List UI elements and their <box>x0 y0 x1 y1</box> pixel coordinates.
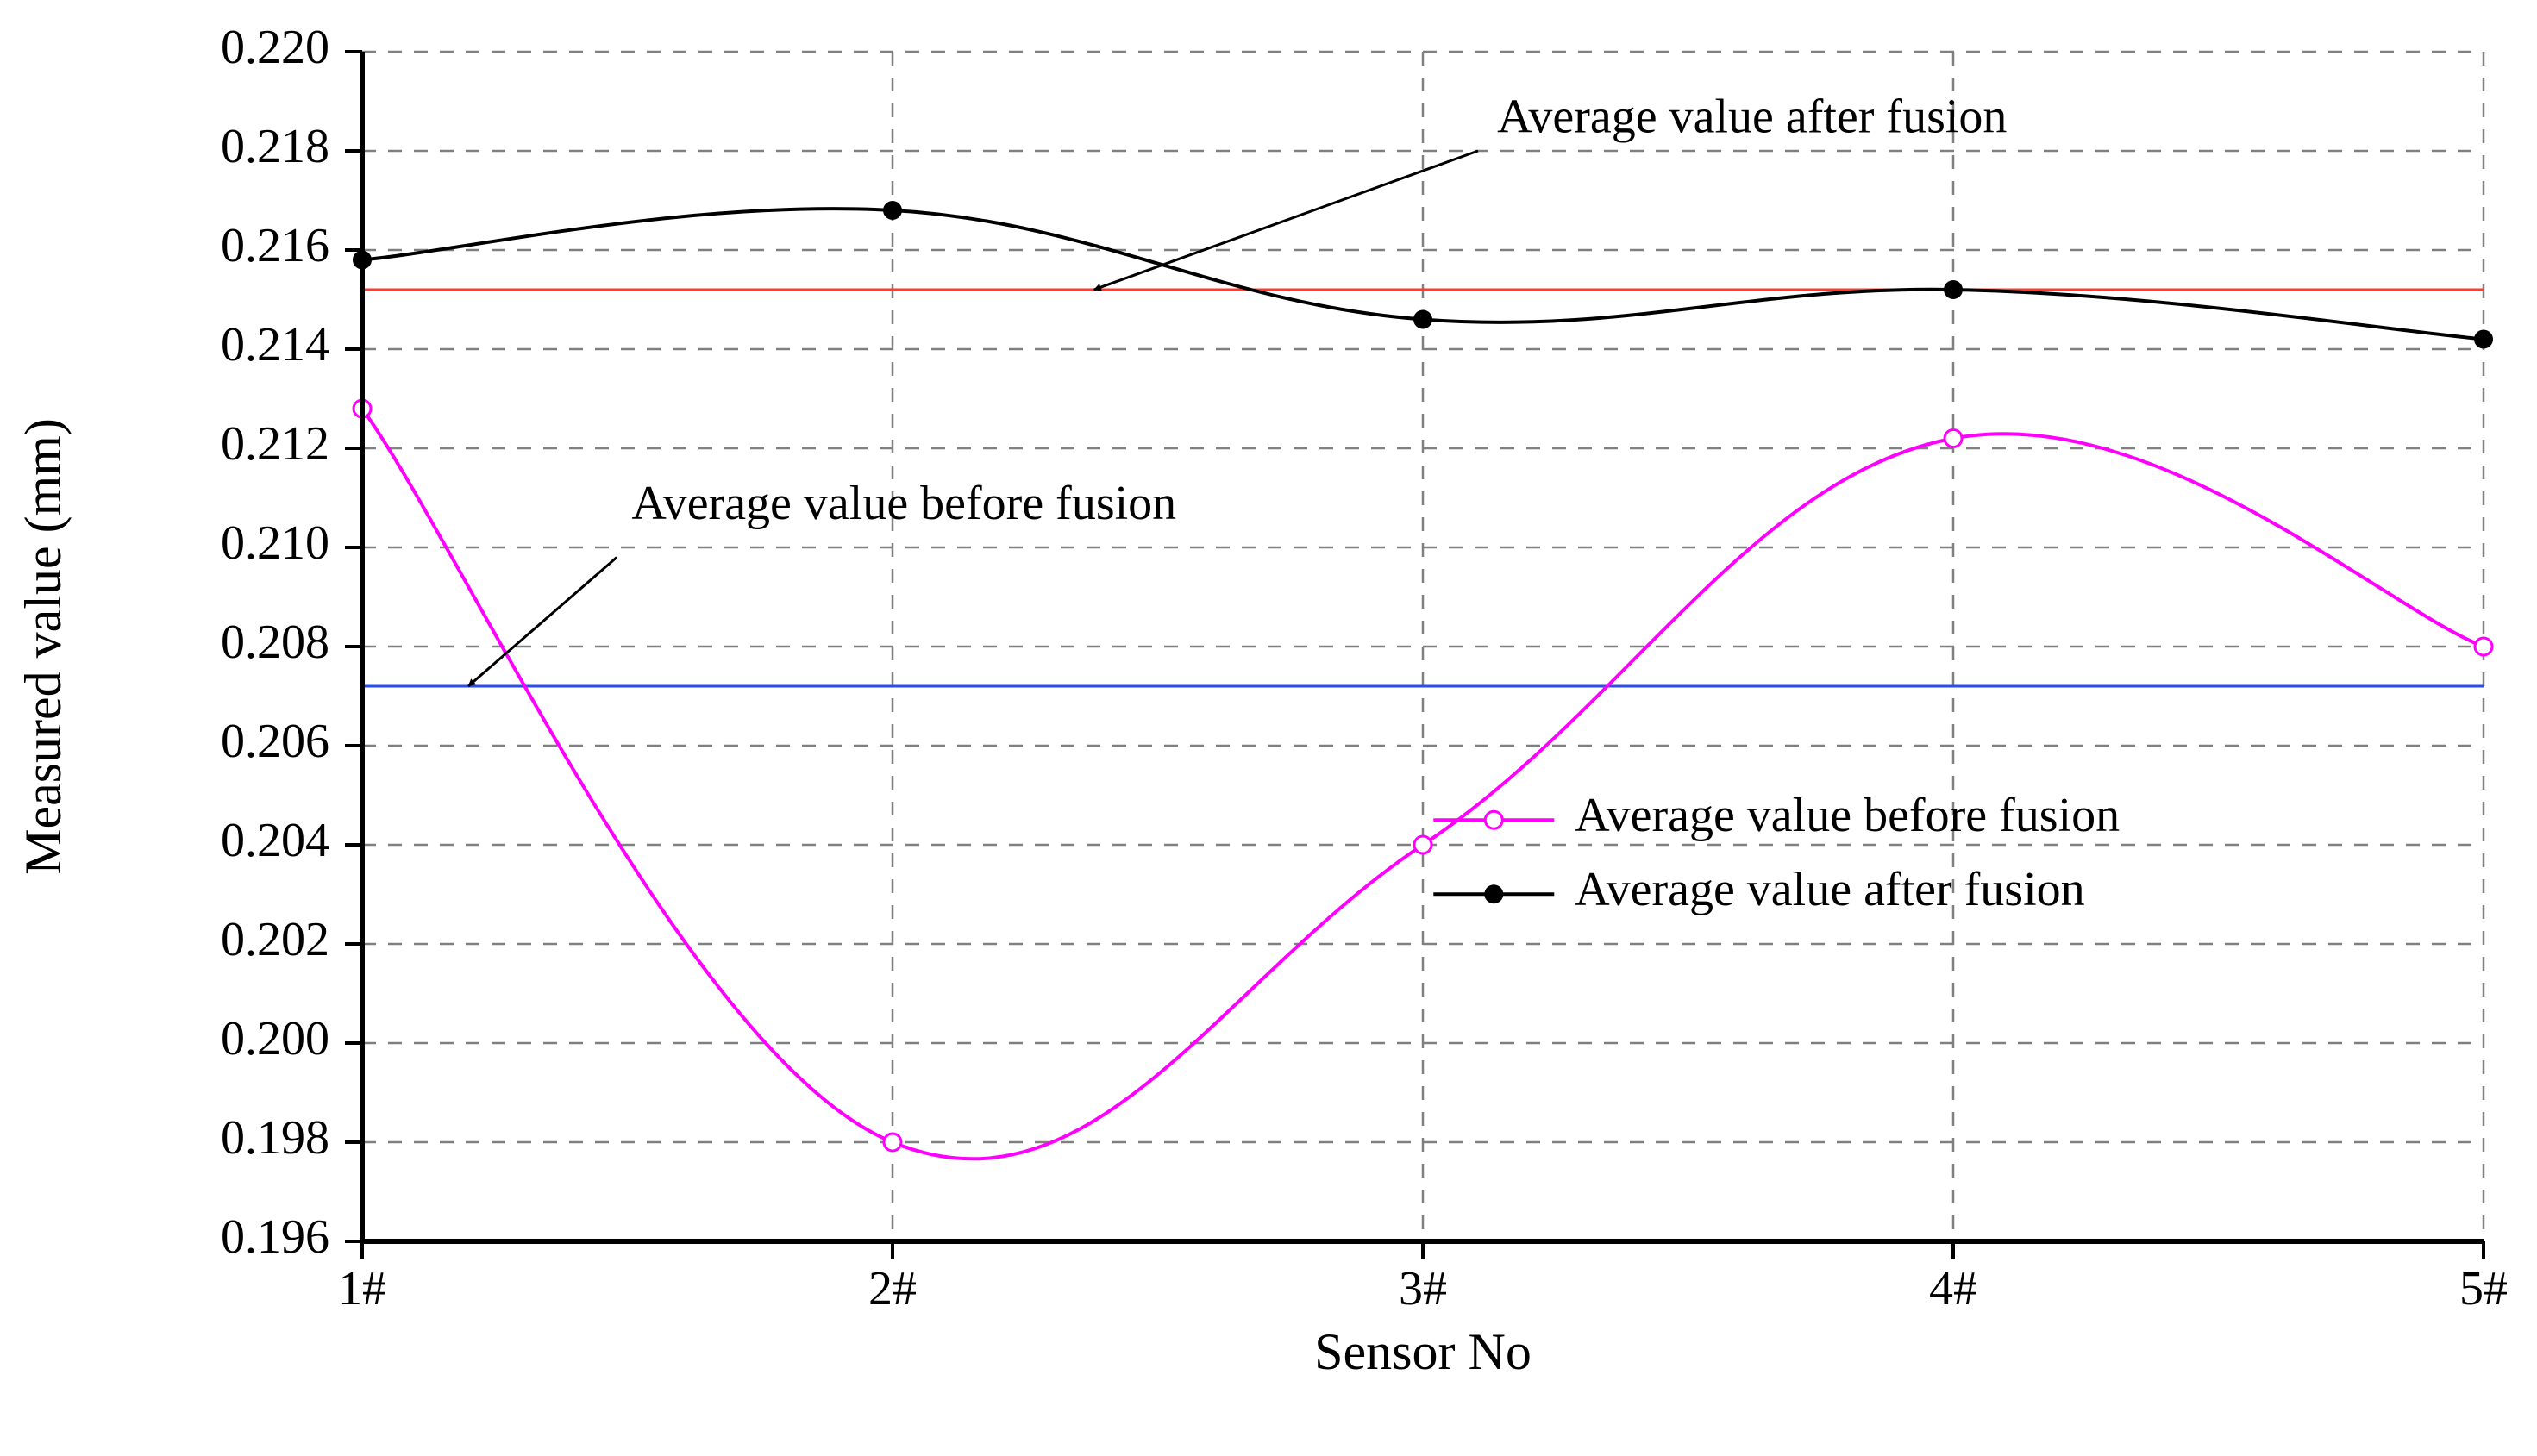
x-tick-label: 5# <box>2459 1262 2508 1315</box>
legend-sample-marker <box>1484 884 1503 903</box>
legend: Average value before fusion Average value… <box>1433 789 2120 916</box>
chart-container: 0.196 0.198 0.200 0.202 0.204 0.206 0.208 0.210… <box>0 0 2537 1456</box>
series-marker-before <box>1945 430 1962 447</box>
y-axis-label: Measured value (mm) <box>15 418 72 875</box>
y-tick-label: 0.200 <box>221 1012 329 1065</box>
series-marker-after <box>1413 310 1432 329</box>
legend-label: Average value before fusion <box>1575 789 2120 842</box>
y-tick-label: 0.202 <box>221 913 329 966</box>
series-marker-before <box>1414 836 1431 853</box>
series-marker-after <box>883 201 902 220</box>
y-tick-label: 0.208 <box>221 616 329 669</box>
x-tick-label: 2# <box>868 1262 917 1315</box>
y-tick-label: 0.210 <box>221 516 329 570</box>
annotation-text: Average value before fusion <box>631 477 1176 530</box>
series-marker-after <box>2474 330 2493 349</box>
series-marker-after <box>1944 280 1963 299</box>
y-tick-label: 0.212 <box>221 417 329 471</box>
y-tick-label: 0.216 <box>221 219 329 272</box>
series-marker-before <box>2475 638 2492 655</box>
annotation-leader <box>468 558 617 687</box>
y-tick-label: 0.220 <box>221 21 329 74</box>
y-tick-label: 0.196 <box>221 1210 329 1264</box>
annotation-leader <box>1094 151 1478 290</box>
series-marker-before <box>884 1134 901 1151</box>
measured-value-chart: 0.196 0.198 0.200 0.202 0.204 0.206 0.208 0.210… <box>0 0 2537 1456</box>
y-tick-label: 0.218 <box>221 120 329 173</box>
grid <box>362 52 2484 1241</box>
annotation-text: Average value after fusion <box>1497 90 2007 143</box>
legend-label: Average value after fusion <box>1575 863 2084 916</box>
y-tick-label: 0.198 <box>221 1111 329 1165</box>
y-tick-label: 0.214 <box>221 318 329 372</box>
annotations: Average value after fusion Average value … <box>468 90 2007 686</box>
x-axis-label: Sensor No <box>1314 1323 1532 1380</box>
y-tick-label: 0.204 <box>221 814 329 867</box>
y-tick-label: 0.206 <box>221 715 329 768</box>
axes: 0.196 0.198 0.200 0.202 0.204 0.206 0.208 0.210… <box>221 21 2508 1315</box>
x-tick-label: 1# <box>338 1262 386 1315</box>
x-tick-label: 3# <box>1399 1262 1447 1315</box>
x-tick-label: 4# <box>1929 1262 1977 1315</box>
legend-sample-marker <box>1485 811 1502 828</box>
